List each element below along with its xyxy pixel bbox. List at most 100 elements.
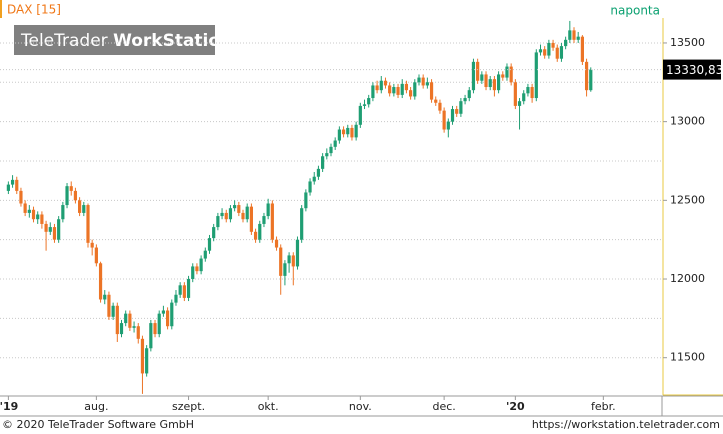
candle-body <box>400 83 404 95</box>
candle-body <box>279 247 283 276</box>
candle-body <box>568 30 572 40</box>
candle-body <box>170 302 174 327</box>
candle-body <box>107 294 111 317</box>
candle-body <box>450 109 455 122</box>
candle-body <box>438 102 442 111</box>
candle-body <box>534 52 538 99</box>
y-tick-label: 12500 <box>670 193 705 206</box>
candle-body <box>346 127 350 135</box>
candle-body <box>576 36 580 40</box>
candle-body <box>538 49 543 53</box>
candle-body <box>98 263 103 300</box>
candle-body <box>153 323 157 335</box>
candle-body <box>207 238 212 251</box>
candle-body <box>132 326 136 328</box>
y-tick-label: 13500 <box>670 36 705 49</box>
candle-body <box>555 47 559 59</box>
candle-body <box>128 313 132 328</box>
candle-body <box>182 285 186 298</box>
candle-body <box>119 323 124 335</box>
candle-body <box>36 214 40 220</box>
candle-body <box>463 98 467 102</box>
candle-body <box>203 250 207 259</box>
y-tick-label: 13000 <box>670 115 705 128</box>
candle-body <box>195 266 199 272</box>
candle-body <box>94 247 98 264</box>
candle-body <box>325 153 329 157</box>
candle-body <box>383 80 388 86</box>
candle-body <box>350 127 354 138</box>
candle-body <box>274 239 279 248</box>
candle-body <box>425 82 429 86</box>
x-tick-label: '19 <box>0 400 18 413</box>
candle-body <box>10 179 15 185</box>
candle-body <box>304 192 308 209</box>
candle-body <box>564 39 568 47</box>
candle-body <box>199 258 203 272</box>
candle-body <box>316 168 321 177</box>
candle-body <box>140 338 145 374</box>
candle-body <box>23 203 27 213</box>
candle-body <box>174 294 178 303</box>
candle-body <box>216 216 220 228</box>
candle-body <box>379 80 383 91</box>
series-marker <box>0 0 2 18</box>
candle-body <box>115 305 119 335</box>
candle-body <box>547 42 551 56</box>
candle-body <box>580 36 584 62</box>
candle-body <box>362 104 367 106</box>
source-url: https://workstation.teletrader.com <box>532 418 720 431</box>
candle-body <box>19 190 23 204</box>
candle-body <box>308 181 312 193</box>
watermark-box <box>14 25 215 55</box>
candle-body <box>409 90 413 97</box>
candle-body <box>480 74 484 81</box>
candle-body <box>31 209 36 220</box>
candle-body <box>375 85 379 91</box>
copyright: © 2020 TeleTrader Software GmbH <box>2 418 194 431</box>
candle-body <box>78 200 82 213</box>
candle-body <box>15 179 19 191</box>
candle-body <box>492 79 497 91</box>
candle-body <box>396 87 400 95</box>
candle-body <box>404 83 409 91</box>
candle-body <box>371 85 375 99</box>
candle-body <box>65 186 69 206</box>
candle-body <box>145 348 149 374</box>
candle-body <box>69 186 73 191</box>
candle-body <box>530 87 534 99</box>
candle-body <box>341 129 346 135</box>
x-tick-label: okt. <box>258 400 279 413</box>
candle-body <box>57 219 61 240</box>
candle-body <box>526 87 530 94</box>
last-price-box <box>663 59 721 80</box>
candle-body <box>149 323 153 349</box>
candle-body <box>459 101 463 114</box>
candle-body <box>358 105 362 125</box>
candle-body <box>61 205 65 220</box>
candle-body <box>82 205 86 213</box>
candle-body <box>237 205 241 213</box>
x-tick-label: dec. <box>432 400 455 413</box>
candle-body <box>48 227 52 232</box>
candle-body <box>392 87 396 94</box>
candle-body <box>505 66 509 78</box>
candle-body <box>40 214 44 224</box>
candle-body <box>249 206 253 232</box>
candle-body <box>90 242 94 248</box>
candle-body <box>245 206 249 220</box>
x-tick-label: febr. <box>591 400 616 413</box>
candle-body <box>337 129 341 141</box>
last-price-label: 13330,83 <box>666 63 723 77</box>
x-tick-label: '20 <box>506 400 525 413</box>
candle-body <box>291 255 295 267</box>
candle-body <box>484 74 488 88</box>
candle-body <box>212 227 216 239</box>
candle-body <box>321 156 325 169</box>
candle-body <box>224 212 228 220</box>
candle-body <box>178 285 182 295</box>
candle-body <box>287 255 291 264</box>
candle-body <box>434 99 438 103</box>
